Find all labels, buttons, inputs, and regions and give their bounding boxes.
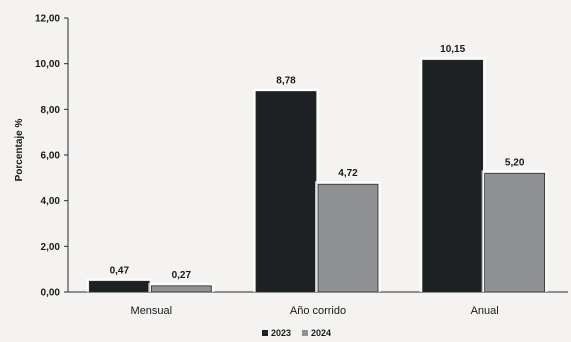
y-axis-label: Porcentaje %: [14, 118, 25, 181]
y-axis-ticks: 0,00 2,00 4,00 6,00 8,00 10,00 12,00: [35, 14, 68, 299]
data-label: 4,72: [338, 168, 358, 179]
bar-2024: [150, 285, 212, 293]
x-tick-label: Mensual: [131, 305, 173, 317]
y-tick-label: 12,00: [35, 14, 60, 25]
bar-2023: [255, 91, 317, 293]
y-tick-label: 10,00: [35, 59, 60, 70]
bar-2024: [484, 172, 546, 293]
bars-group: 0,47 0,27 8,78 4,72 10,15 5,20: [86, 44, 548, 293]
data-label: 8,78: [276, 76, 296, 87]
bar-2024: [317, 183, 379, 293]
data-label: 5,20: [505, 157, 525, 168]
y-tick-label: 2,00: [41, 242, 61, 253]
x-axis-ticks: Mensual Año corrido Anual: [131, 305, 499, 317]
x-tick-label: Anual: [471, 305, 499, 317]
legend-label: 2024: [311, 328, 331, 338]
y-tick-label: 8,00: [41, 105, 61, 116]
y-tick-label: 4,00: [41, 196, 61, 207]
data-label: 0,27: [172, 270, 192, 281]
legend-swatch-2024: [302, 330, 308, 336]
bar-2023: [422, 59, 484, 293]
y-tick-label: 0,00: [41, 288, 61, 299]
legend: 2023 2024: [262, 328, 331, 338]
y-tick-label: 6,00: [41, 151, 61, 162]
bar-2023: [88, 280, 150, 293]
data-label: 10,15: [440, 44, 465, 55]
legend-swatch-2023: [262, 330, 268, 336]
x-tick-label: Año corrido: [290, 305, 346, 317]
data-label: 0,47: [110, 265, 130, 276]
legend-label: 2023: [271, 328, 291, 338]
